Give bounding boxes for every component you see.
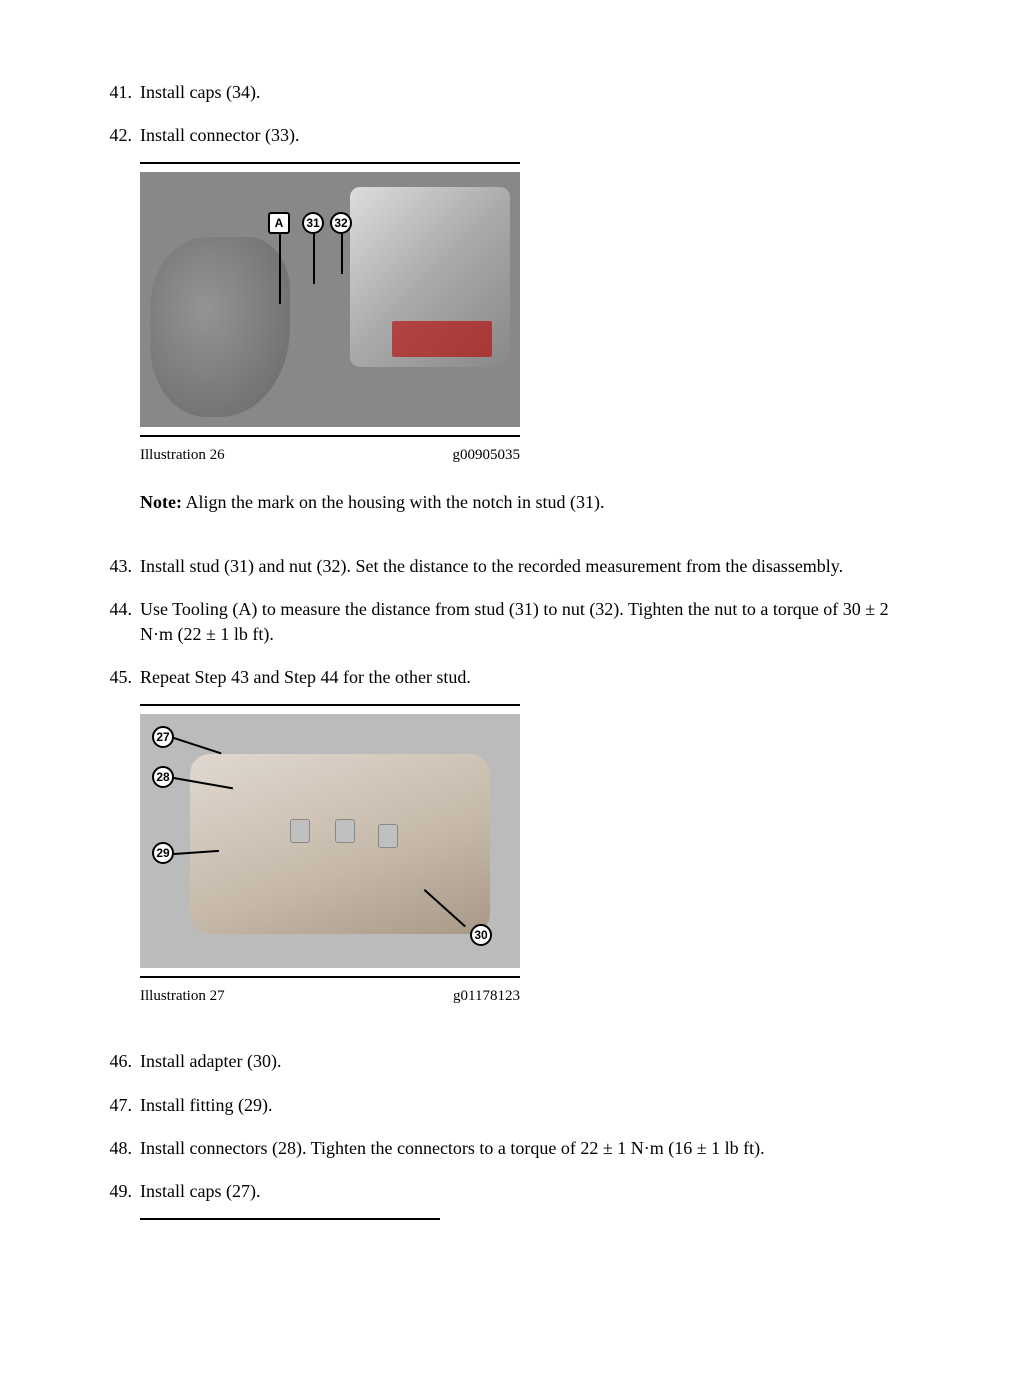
- step-text: Install fitting (29).: [140, 1093, 924, 1118]
- step-47: 47. Install fitting (29).: [100, 1093, 924, 1118]
- step-42: 42. Install connector (33). A 31 32: [100, 123, 924, 535]
- step-content: Install caps (27).: [140, 1179, 924, 1220]
- illustration-26-photo: A 31 32: [140, 172, 520, 427]
- illustration-26-caption: Illustration 26 g00905035: [140, 445, 520, 466]
- figure-rule-top: [140, 704, 520, 706]
- step-number: 47.: [100, 1093, 140, 1118]
- callout-leader: [174, 737, 222, 754]
- step-text: Install stud (31) and nut (32). Set the …: [140, 554, 924, 579]
- figure-rule-bottom: [140, 435, 520, 437]
- step-41: 41. Install caps (34).: [100, 80, 924, 105]
- photo-bolt: [335, 819, 355, 843]
- illustration-27-caption: Illustration 27 g01178123: [140, 986, 520, 1007]
- illustration-label: Illustration 26: [140, 445, 225, 466]
- step-46: 46. Install adapter (30).: [100, 1049, 924, 1074]
- callout-32: 32: [330, 212, 352, 234]
- photo-bolt: [378, 824, 398, 848]
- step-48: 48. Install connectors (28). Tighten the…: [100, 1136, 924, 1161]
- callout-31: 31: [302, 212, 324, 234]
- illustration-26-block: A 31 32 Illustration 26 g00905035: [140, 162, 924, 466]
- step-number: 43.: [100, 554, 140, 579]
- step-number: 45.: [100, 665, 140, 1031]
- photo-pump-label: [392, 321, 492, 357]
- step-text: Install connector (33).: [140, 123, 924, 148]
- note-paragraph: Note: Align the mark on the housing with…: [140, 490, 924, 515]
- illustration-27-block: 27 28 29 30 Illustration 27 g01178123: [140, 704, 924, 1007]
- bottom-rule-fragment: [140, 1218, 440, 1220]
- step-number: 42.: [100, 123, 140, 535]
- illustration-ref: g01178123: [453, 986, 520, 1007]
- note-text: Align the mark on the housing with the n…: [182, 492, 604, 512]
- note-label: Note:: [140, 492, 182, 512]
- figure-rule-top: [140, 162, 520, 164]
- callout-29: 29: [152, 842, 174, 864]
- callout-28: 28: [152, 766, 174, 788]
- illustration-27-photo: 27 28 29 30: [140, 714, 520, 968]
- illustration-label: Illustration 27: [140, 986, 225, 1007]
- step-content: Repeat Step 43 and Step 44 for the other…: [140, 665, 924, 1031]
- step-text: Install caps (27).: [140, 1179, 924, 1204]
- step-number: 46.: [100, 1049, 140, 1074]
- illustration-ref: g00905035: [453, 445, 521, 466]
- callout-27: 27: [152, 726, 174, 748]
- photo-bolt: [290, 819, 310, 843]
- step-44: 44. Use Tooling (A) to measure the dista…: [100, 597, 924, 647]
- step-number: 44.: [100, 597, 140, 647]
- document-page: 41. Install caps (34). 42. Install conne…: [100, 80, 924, 1220]
- callout-leader: [313, 234, 315, 284]
- photo-hand-shape: [150, 237, 290, 417]
- step-49: 49. Install caps (27).: [100, 1179, 924, 1220]
- step-content: Install connector (33). A 31 32 Illustra…: [140, 123, 924, 535]
- callout-leader: [279, 234, 281, 304]
- step-text: Install connectors (28). Tighten the con…: [140, 1136, 924, 1161]
- step-text: Install caps (34).: [140, 80, 924, 105]
- step-43: 43. Install stud (31) and nut (32). Set …: [100, 554, 924, 579]
- callout-leader: [341, 234, 343, 274]
- step-number: 49.: [100, 1179, 140, 1220]
- callout-A: A: [268, 212, 290, 234]
- step-number: 41.: [100, 80, 140, 105]
- figure-rule-bottom: [140, 976, 520, 978]
- step-text: Install adapter (30).: [140, 1049, 924, 1074]
- step-45: 45. Repeat Step 43 and Step 44 for the o…: [100, 665, 924, 1031]
- callout-30: 30: [470, 924, 492, 946]
- step-number: 48.: [100, 1136, 140, 1161]
- step-text: Use Tooling (A) to measure the distance …: [140, 597, 924, 647]
- step-text: Repeat Step 43 and Step 44 for the other…: [140, 665, 924, 690]
